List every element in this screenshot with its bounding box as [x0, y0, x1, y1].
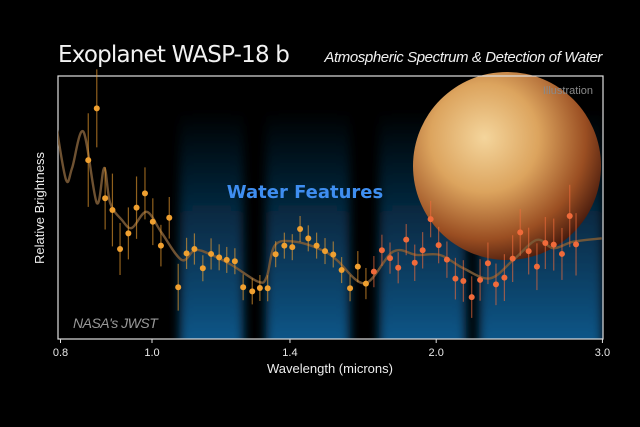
- data-point: [566, 212, 573, 219]
- data-point: [411, 259, 418, 266]
- data-point: [175, 284, 182, 291]
- x-axis-label: Wavelength (microns): [267, 361, 393, 376]
- data-point: [501, 274, 508, 281]
- data-point: [240, 284, 247, 291]
- chart-subtitle: Atmospheric Spectrum & Detection of Wate…: [323, 49, 603, 66]
- data-point: [542, 240, 549, 247]
- data-point: [256, 285, 263, 291]
- x-tick-label: 2.0: [429, 347, 444, 359]
- data-point: [297, 225, 304, 232]
- data-point: [264, 285, 271, 292]
- data-point: [216, 254, 223, 261]
- data-point: [208, 250, 215, 257]
- data-point: [231, 258, 238, 265]
- data-point: [362, 280, 369, 287]
- data-point: [223, 256, 230, 263]
- water-band-1: [265, 110, 350, 339]
- data-point: [558, 250, 565, 257]
- data-point: [191, 246, 198, 252]
- data-point: [573, 241, 580, 248]
- x-tick-label: 0.8: [53, 347, 68, 359]
- data-point: [525, 248, 532, 255]
- data-point: [403, 236, 410, 243]
- data-point: [338, 267, 345, 274]
- data-point: [249, 288, 256, 295]
- chart-title: Exoplanet WASP-18 b: [58, 42, 289, 68]
- data-point: [354, 263, 361, 270]
- data-point: [272, 251, 279, 258]
- water-band-0: [179, 110, 244, 339]
- data-point: [443, 256, 450, 263]
- data-point: [166, 214, 173, 221]
- data-point: [125, 230, 132, 237]
- data-point: [102, 195, 109, 202]
- data-point: [468, 294, 475, 301]
- data-point: [305, 235, 312, 242]
- x-tick-label: 1.0: [144, 347, 159, 359]
- data-point: [347, 285, 354, 292]
- data-point: [517, 229, 524, 236]
- data-point: [533, 263, 540, 270]
- data-point: [85, 157, 92, 164]
- model-line-group: [58, 129, 602, 285]
- data-point: [395, 264, 402, 271]
- data-point: [117, 246, 124, 252]
- illustration-label: Illustration: [543, 85, 593, 97]
- data-point: [477, 276, 484, 283]
- data-point: [133, 204, 140, 211]
- water-features-label: Water Features: [227, 182, 383, 203]
- data-point: [370, 268, 377, 275]
- y-axis-label: Relative Brightness: [32, 152, 47, 264]
- data-point: [452, 275, 459, 282]
- data-point: [509, 255, 516, 262]
- data-point: [484, 260, 491, 267]
- data-point: [330, 251, 337, 258]
- data-point: [427, 216, 434, 223]
- x-tick-label: 3.0: [595, 347, 610, 359]
- data-point: [281, 242, 288, 249]
- data-point: [93, 105, 100, 112]
- credit-label: NASA's JWST: [73, 315, 159, 331]
- data-point: [419, 247, 426, 254]
- data-point: [199, 265, 206, 272]
- planet-illustration: [413, 72, 601, 260]
- x-tick-label: 1.4: [282, 347, 297, 359]
- data-point: [435, 242, 442, 249]
- data-point: [387, 255, 394, 262]
- data-point: [157, 242, 164, 249]
- data-point: [141, 190, 148, 197]
- observed-points: [85, 69, 580, 318]
- data-point: [313, 242, 320, 249]
- data-point: [109, 207, 116, 213]
- data-point: [378, 247, 385, 254]
- data-point: [149, 218, 156, 225]
- model-line: [58, 129, 602, 285]
- x-axis-ticks: 0.8 1.0 1.4 2.0 3.0: [53, 339, 610, 359]
- data-point: [550, 241, 557, 248]
- data-point: [183, 250, 190, 257]
- data-point: [289, 244, 296, 251]
- data-point: [460, 277, 467, 284]
- data-point: [492, 281, 499, 288]
- data-point: [322, 248, 329, 255]
- plot-frame: [57, 75, 604, 340]
